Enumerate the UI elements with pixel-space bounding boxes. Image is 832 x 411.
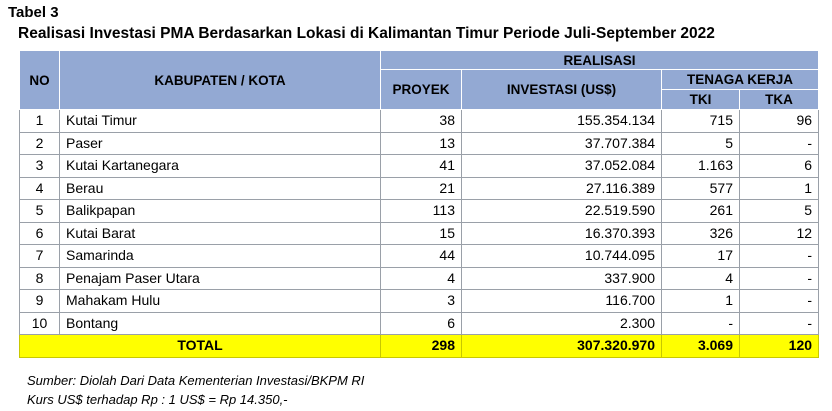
cell-proyek: 113 (380, 199, 462, 223)
cell-investasi: 27.116.389 (461, 176, 662, 200)
table-body: 1 Kutai Timur 38 155.354.134 715 96 2 Paser 13 37… (19, 109, 820, 335)
cell-tka: - (738, 244, 820, 268)
cell-tka: - (738, 289, 820, 313)
table-title: Realisasi Investasi PMA Berdasarkan Loka… (18, 25, 715, 42)
cell-tka: 96 (738, 109, 820, 133)
table-row: 10 Bontang 6 2.300- - (19, 311, 820, 335)
cell-tka: 5 (738, 199, 820, 223)
cell-investasi: 22.519.590 (461, 199, 662, 223)
cell-investasi: 337.900 (461, 266, 662, 290)
investment-table: NO KABUPATEN / KOTA REALISASI PROYEK INV… (19, 50, 820, 358)
cell-tka: 6 (738, 154, 820, 178)
cell-investasi: 37.707.384 (461, 131, 662, 155)
cell-tki: 1 (661, 289, 740, 313)
cell-investasi: 155.354.134 (461, 109, 662, 133)
cell-investasi: 2.300 (461, 311, 662, 335)
exchange-rate-note: Kurs US$ terhadap Rp : 1 US$ = Rp 14.350… (27, 392, 288, 407)
cell-investasi: 37.052.084 (461, 154, 662, 178)
total-row: TOTAL 298 307.320.970 3.069 120 (19, 334, 820, 358)
total-investasi: 307.320.970 (461, 334, 662, 358)
cell-investasi: 16.370.393 (461, 221, 662, 245)
cell-proyek: 38 (380, 109, 462, 133)
cell-proyek: 4 (380, 266, 462, 290)
cell-proyek: 21 (380, 176, 462, 200)
cell-tka: 1 (738, 176, 820, 200)
cell-proyek: 44 (380, 244, 462, 268)
table-row: 8 Penajam Paser Utara 4 337.900 4- (19, 266, 820, 290)
cell-region: Paser (59, 131, 381, 155)
table-row: 4 Berau 21 27.116.389 577 1 (19, 176, 820, 200)
cell-no: 7 (19, 244, 60, 268)
header-realisasi: REALISASI (379, 50, 820, 70)
table-row: 6 Kutai Barat 15 16.370.393 326 12 (19, 221, 820, 245)
cell-region: Berau (59, 176, 381, 200)
cell-no: 2 (19, 131, 60, 155)
cell-tki: 1.163 (661, 154, 740, 178)
cell-region: Balikpapan (59, 199, 381, 223)
source-note: Sumber: Diolah Dari Data Kementerian Inv… (27, 373, 365, 388)
cell-tki: 577 (661, 176, 740, 200)
table-row: 3 Kutai Kartanegara 41 37.052.084 1.163 6 (19, 154, 820, 178)
cell-no: 1 (19, 109, 60, 133)
header-region: KABUPATEN / KOTA (59, 50, 381, 110)
header-proyek: PROYEK (380, 69, 462, 110)
cell-no: 8 (19, 266, 60, 290)
cell-tka: 12 (738, 221, 820, 245)
table-row: 2 Paser 13 37.707.384 5- (19, 131, 820, 155)
header-tka: TKA (738, 89, 820, 110)
cell-proyek: 15 (380, 221, 462, 245)
cell-region: Samarinda (59, 244, 381, 268)
cell-tka: - (738, 266, 820, 290)
cell-no: 5 (19, 199, 60, 223)
header-investasi: INVESTASI (US$) (461, 69, 662, 110)
cell-region: Kutai Kartanegara (59, 154, 381, 178)
cell-region: Penajam Paser Utara (59, 266, 381, 290)
cell-tka: - (738, 311, 820, 335)
cell-region: Mahakam Hulu (59, 289, 381, 313)
cell-no: 3 (19, 154, 60, 178)
table-notes: Sumber: Diolah Dari Data Kementerian Inv… (27, 371, 364, 409)
cell-tki: 5 (661, 131, 740, 155)
total-label: TOTAL (19, 334, 381, 358)
table-label: Tabel 3 (8, 4, 59, 21)
header-no: NO (19, 50, 60, 110)
total-tki: 3.069 (661, 334, 740, 358)
cell-no: 4 (19, 176, 60, 200)
total-tka: 120 (738, 334, 820, 358)
cell-tki: 261 (661, 199, 740, 223)
cell-proyek: 41 (380, 154, 462, 178)
total-proyek: 298 (380, 334, 462, 358)
cell-region: Kutai Barat (59, 221, 381, 245)
header-tenaga-kerja: TENAGA KERJA (660, 69, 820, 90)
table-row: 9 Mahakam Hulu 3 116.700 1- (19, 289, 820, 313)
cell-investasi: 116.700 (461, 289, 662, 313)
table-row: 1 Kutai Timur 38 155.354.134 715 96 (19, 109, 820, 133)
cell-no: 6 (19, 221, 60, 245)
cell-proyek: 13 (380, 131, 462, 155)
cell-tki: - (661, 311, 740, 335)
cell-tki: 17 (661, 244, 740, 268)
cell-tka: - (738, 131, 820, 155)
cell-proyek: 3 (380, 289, 462, 313)
cell-region: Bontang (59, 311, 381, 335)
cell-region: Kutai Timur (59, 109, 381, 133)
cell-no: 10 (19, 311, 60, 335)
cell-tki: 326 (661, 221, 740, 245)
table-row: 7 Samarinda 44 10.744.095 17- (19, 244, 820, 268)
cell-investasi: 10.744.095 (461, 244, 662, 268)
header-tki: TKI (661, 89, 740, 110)
cell-tki: 715 (661, 109, 740, 133)
table-row: 5 Balikpapan 113 22.519.590 261 5 (19, 199, 820, 223)
cell-proyek: 6 (380, 311, 462, 335)
cell-tki: 4 (661, 266, 740, 290)
cell-no: 9 (19, 289, 60, 313)
